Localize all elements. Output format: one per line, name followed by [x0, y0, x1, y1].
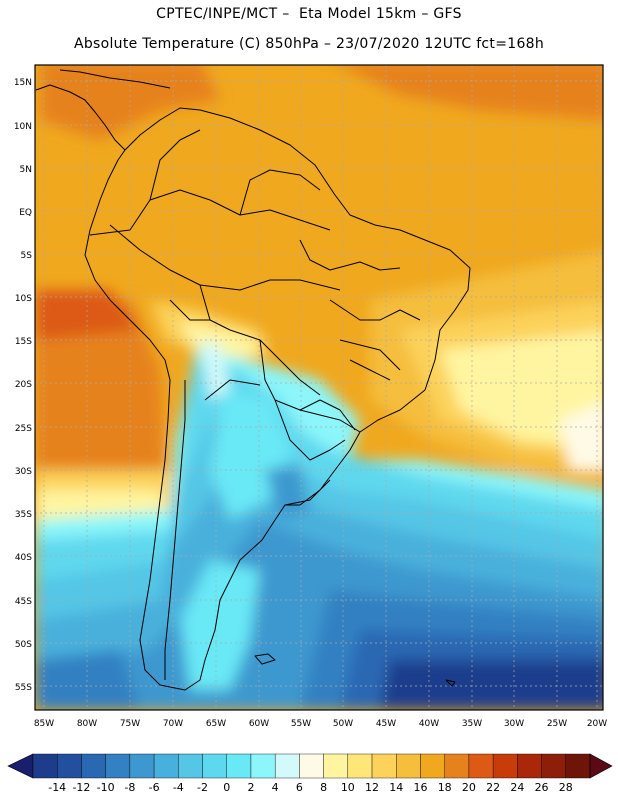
colorbar-label: -2 — [197, 781, 208, 794]
colorbar-swatch — [105, 753, 131, 779]
colorbar-swatch — [371, 753, 397, 779]
colorbar-swatch — [153, 753, 179, 779]
lat-label: 35S — [15, 510, 32, 520]
colorbar-swatch — [32, 753, 58, 779]
lon-label: 60W — [249, 719, 269, 729]
colorbar-swatch — [323, 753, 349, 779]
lon-label: 40W — [419, 719, 439, 729]
lon-label: 70W — [163, 719, 183, 729]
colorbar-label: 2 — [247, 781, 254, 794]
colorbar-swatch — [226, 753, 252, 779]
colorbar-label: 24 — [510, 781, 524, 794]
lat-label: EQ — [19, 208, 32, 218]
colorbar-swatch — [129, 753, 155, 779]
colorbar-label: -14 — [48, 781, 66, 794]
colorbar-label: 12 — [365, 781, 379, 794]
colorbar-label: -4 — [173, 781, 184, 794]
lat-label: 45S — [15, 597, 32, 607]
colorbar-arrow-low — [7, 753, 34, 779]
colorbar-swatch — [420, 753, 445, 779]
colorbar-swatch — [517, 753, 542, 779]
colorbar-swatch — [57, 753, 82, 779]
lat-axis: 15N 10N 5N EQ 5S 10S 15S 20S 25S 30S 35S… — [14, 78, 32, 693]
lat-label: 15N — [14, 78, 32, 88]
colorbar-label: 16 — [413, 781, 427, 794]
lat-label: 55S — [15, 683, 32, 693]
map-frame — [34, 64, 604, 711]
lat-label: 25S — [15, 424, 32, 434]
colorbar-label: -6 — [149, 781, 160, 794]
colorbar-label: 28 — [559, 781, 573, 794]
colorbar-swatch — [274, 753, 300, 779]
lon-label: 65W — [206, 719, 226, 729]
colorbar-swatch — [81, 753, 106, 779]
lat-label: 30S — [15, 467, 32, 477]
colorbar-label: -12 — [72, 781, 90, 794]
colorbar-label: 0 — [223, 781, 230, 794]
lon-label: 35W — [462, 719, 482, 729]
map-title: CPTEC/INPE/MCT – Eta Model 15km – GFS — [156, 6, 462, 22]
colorbar-swatch — [250, 753, 276, 779]
colorbar-swatch — [492, 753, 518, 779]
lat-label: 20S — [15, 380, 32, 390]
lon-label: 20W — [587, 719, 607, 729]
colorbar-label: 14 — [389, 781, 403, 794]
temperature-field — [35, 65, 603, 710]
colorbar-swatch — [178, 753, 203, 779]
lon-label: 75W — [120, 719, 140, 729]
lon-label: 80W — [77, 719, 97, 729]
lon-label: 55W — [291, 719, 311, 729]
colorbar-swatch — [202, 753, 227, 779]
colorbar-swatch — [468, 753, 494, 779]
lat-label: 10S — [15, 294, 32, 304]
colorbar-label: 20 — [462, 781, 476, 794]
colorbar-swatch — [565, 753, 591, 779]
colorbar-label: 10 — [341, 781, 355, 794]
colorbar-label: 18 — [438, 781, 452, 794]
map-subtitle: Absolute Temperature (C) 850hPa – 23/07/… — [73, 36, 545, 52]
lon-label: 85W — [34, 719, 54, 729]
colorbar-swatch — [541, 753, 566, 779]
colorbar-swatch — [396, 753, 421, 779]
lon-label: 30W — [504, 719, 524, 729]
colorbar-label: 4 — [272, 781, 279, 794]
lon-label: 50W — [333, 719, 353, 729]
colorbar-swatch — [444, 753, 470, 779]
lon-axis: 85W 80W 75W 70W 65W 60W 55W 50W 45W 40W … — [34, 719, 607, 729]
lat-label: 5S — [21, 251, 33, 261]
colorbar-swatch — [347, 753, 373, 779]
colorbar-swatch — [299, 753, 324, 779]
colorbar-label: 22 — [486, 781, 500, 794]
lat-label: 15S — [15, 337, 32, 347]
colorbar: -14 -12 -10 -8 -6 -4 -2 0 2 4 6 8 10 12 14 16 18 20 22 24 26… — [7, 753, 613, 794]
colorbar-label: 8 — [320, 781, 327, 794]
lat-label: 10N — [14, 122, 32, 132]
coastlines — [35, 69, 471, 691]
lon-label: 45W — [376, 719, 396, 729]
lat-label: 5N — [20, 165, 32, 175]
colorbar-label: 6 — [296, 781, 303, 794]
lat-label: 50S — [15, 640, 32, 650]
colorbar-label: 26 — [535, 781, 549, 794]
lon-label: 25W — [547, 719, 567, 729]
colorbar-arrow-high — [589, 753, 613, 779]
colorbar-label: -10 — [97, 781, 115, 794]
lat-label: 40S — [15, 553, 32, 563]
colorbar-label: -8 — [124, 781, 135, 794]
